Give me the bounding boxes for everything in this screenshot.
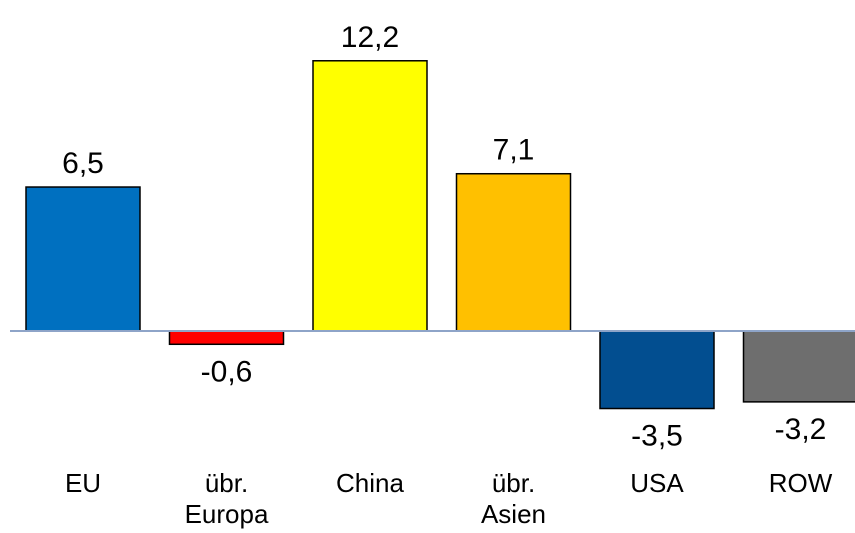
category-label-line: übr. <box>205 468 248 498</box>
value-label-china: 12,2 <box>341 21 399 54</box>
value-labels-layer: 6,5 -0,6 12,2 7,1 -3,5 -3,2 <box>62 21 826 453</box>
bar-usa <box>599 330 715 410</box>
bar-uebr-asien <box>455 172 572 332</box>
category-label-line: China <box>336 468 404 498</box>
category-label-eu: EU <box>65 468 101 498</box>
category-label-line: Europa <box>185 499 269 529</box>
bar-row <box>742 330 855 403</box>
category-label-uebr-asien: übr. Asien <box>481 468 546 529</box>
value-label-eu: 6,5 <box>62 147 104 180</box>
bar-eu <box>25 186 141 332</box>
category-label-uebr-europa: übr. Europa <box>185 468 269 529</box>
value-label-uebr-europa: -0,6 <box>201 355 253 388</box>
category-label-row: ROW <box>769 468 833 498</box>
category-label-china: China <box>336 468 404 498</box>
category-label-line: Asien <box>481 499 546 529</box>
category-label-line: übr. <box>492 468 535 498</box>
category-label-line: EU <box>65 468 101 498</box>
value-label-uebr-asien: 7,1 <box>493 134 535 167</box>
bars-layer <box>25 60 855 410</box>
bar-china <box>312 60 428 332</box>
category-label-line: USA <box>630 468 684 498</box>
bar-uebr-europa <box>168 330 285 346</box>
category-label-usa: USA <box>630 468 684 498</box>
value-label-usa: -3,5 <box>631 420 683 453</box>
value-label-row: -3,2 <box>775 413 827 446</box>
category-label-line: ROW <box>769 468 833 498</box>
